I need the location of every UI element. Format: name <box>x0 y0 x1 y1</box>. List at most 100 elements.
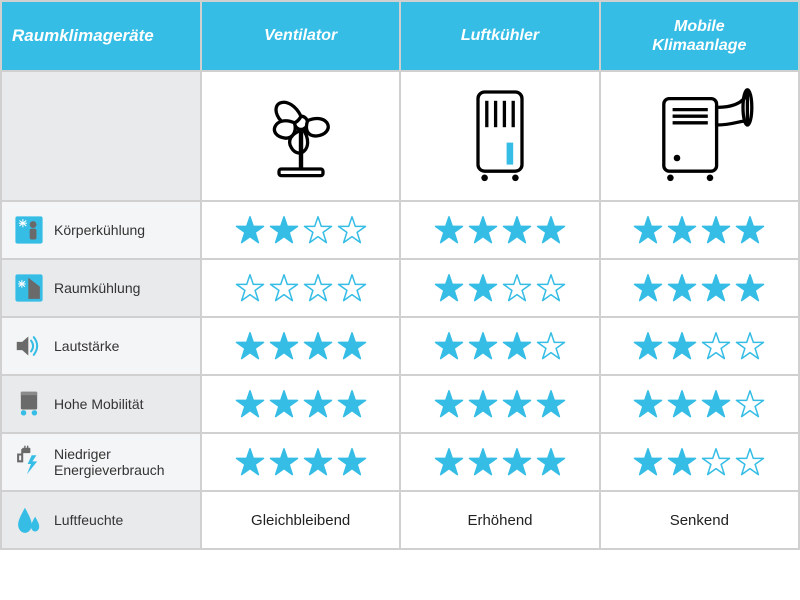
star-filled-icon <box>269 389 299 419</box>
star-empty-icon <box>235 273 265 303</box>
star-filled-icon <box>337 389 367 419</box>
star-filled-icon <box>303 447 333 477</box>
star-filled-icon <box>536 389 566 419</box>
star-filled-icon <box>633 389 663 419</box>
criteria-value-cell <box>400 317 599 375</box>
star-filled-icon <box>667 447 697 477</box>
criteria-value-cell <box>400 433 599 491</box>
star-filled-icon <box>701 389 731 419</box>
header-col-3: MobileKlimaanlage <box>600 1 799 71</box>
star-filled-icon <box>701 273 731 303</box>
criteria-value-cell <box>201 375 400 433</box>
star-filled-icon <box>667 273 697 303</box>
star-rating <box>434 273 566 303</box>
criteria-label-cell: Lautstärke <box>1 317 201 375</box>
criteria-label-cell: Luftfeuchte <box>1 491 201 549</box>
star-filled-icon <box>502 215 532 245</box>
star-filled-icon <box>502 389 532 419</box>
star-rating <box>633 447 765 477</box>
criteria-row: Raumkühlung <box>1 259 799 317</box>
star-filled-icon <box>468 273 498 303</box>
device-mobile-ac-icon <box>600 71 799 201</box>
star-rating <box>235 273 367 303</box>
star-filled-icon <box>468 389 498 419</box>
star-rating <box>434 331 566 361</box>
star-filled-icon <box>434 215 464 245</box>
star-filled-icon <box>468 331 498 361</box>
criteria-value-cell <box>600 375 799 433</box>
criteria-row: Hohe Mobilität <box>1 375 799 433</box>
criteria-label-cell: Hohe Mobilität <box>1 375 201 433</box>
criteria-label-cell: Raumkühlung <box>1 259 201 317</box>
criteria-label: Raumkühlung <box>54 280 140 296</box>
criteria-value-cell <box>201 433 400 491</box>
criteria-value-cell <box>400 259 599 317</box>
criteria-label-cell: Niedriger Energieverbrauch <box>1 433 201 491</box>
star-filled-icon <box>269 331 299 361</box>
criteria-label: Körperkühlung <box>54 222 145 238</box>
star-filled-icon <box>434 273 464 303</box>
star-empty-icon <box>735 447 765 477</box>
criteria-value-cell <box>400 201 599 259</box>
criteria-value-cell <box>201 317 400 375</box>
star-filled-icon <box>536 447 566 477</box>
star-filled-icon <box>667 389 697 419</box>
criteria-row: Niedriger Energieverbrauch <box>1 433 799 491</box>
criteria-label-cell: Körperkühlung <box>1 201 201 259</box>
star-filled-icon <box>667 215 697 245</box>
star-filled-icon <box>502 331 532 361</box>
criteria-value-cell <box>400 375 599 433</box>
header-title: Raumklimageräte <box>1 1 201 71</box>
star-filled-icon <box>633 447 663 477</box>
criteria-row: LuftfeuchteGleichbleibendErhöhendSenkend <box>1 491 799 549</box>
star-rating <box>235 389 367 419</box>
criteria-label: Lautstärke <box>54 338 119 354</box>
criteria-label: Niedriger Energieverbrauch <box>54 446 190 478</box>
device-ventilator-icon <box>201 71 400 201</box>
star-empty-icon <box>536 273 566 303</box>
star-filled-icon <box>633 331 663 361</box>
star-rating <box>633 389 765 419</box>
device-luftkuehler-icon <box>400 71 599 201</box>
mobility-icon <box>12 387 46 421</box>
star-filled-icon <box>536 215 566 245</box>
humidity-icon <box>12 503 46 537</box>
star-filled-icon <box>235 215 265 245</box>
star-filled-icon <box>701 215 731 245</box>
star-filled-icon <box>633 215 663 245</box>
star-rating <box>633 215 765 245</box>
star-filled-icon <box>235 331 265 361</box>
star-rating <box>434 447 566 477</box>
star-empty-icon <box>337 215 367 245</box>
star-filled-icon <box>633 273 663 303</box>
star-filled-icon <box>502 447 532 477</box>
house-cool-icon <box>12 271 46 305</box>
star-empty-icon <box>536 331 566 361</box>
star-filled-icon <box>269 447 299 477</box>
star-rating <box>235 215 367 245</box>
star-filled-icon <box>735 273 765 303</box>
star-empty-icon <box>502 273 532 303</box>
header-col-1: Ventilator <box>201 1 400 71</box>
star-empty-icon <box>303 273 333 303</box>
star-empty-icon <box>701 447 731 477</box>
star-rating <box>434 389 566 419</box>
criteria-label: Luftfeuchte <box>54 512 123 528</box>
criteria-value-cell <box>600 317 799 375</box>
star-rating <box>235 331 367 361</box>
star-filled-icon <box>667 331 697 361</box>
criteria-value-cell <box>600 259 799 317</box>
star-filled-icon <box>468 215 498 245</box>
criteria-row: Körperkühlung <box>1 201 799 259</box>
criteria-value-cell <box>600 433 799 491</box>
star-filled-icon <box>303 331 333 361</box>
person-cool-icon <box>12 213 46 247</box>
criteria-text-value: Gleichbleibend <box>251 512 350 529</box>
star-filled-icon <box>468 447 498 477</box>
star-filled-icon <box>434 447 464 477</box>
criteria-value-cell: Erhöhend <box>400 491 599 549</box>
star-filled-icon <box>434 389 464 419</box>
criteria-value-cell <box>201 259 400 317</box>
star-filled-icon <box>735 215 765 245</box>
criteria-value-cell <box>600 201 799 259</box>
